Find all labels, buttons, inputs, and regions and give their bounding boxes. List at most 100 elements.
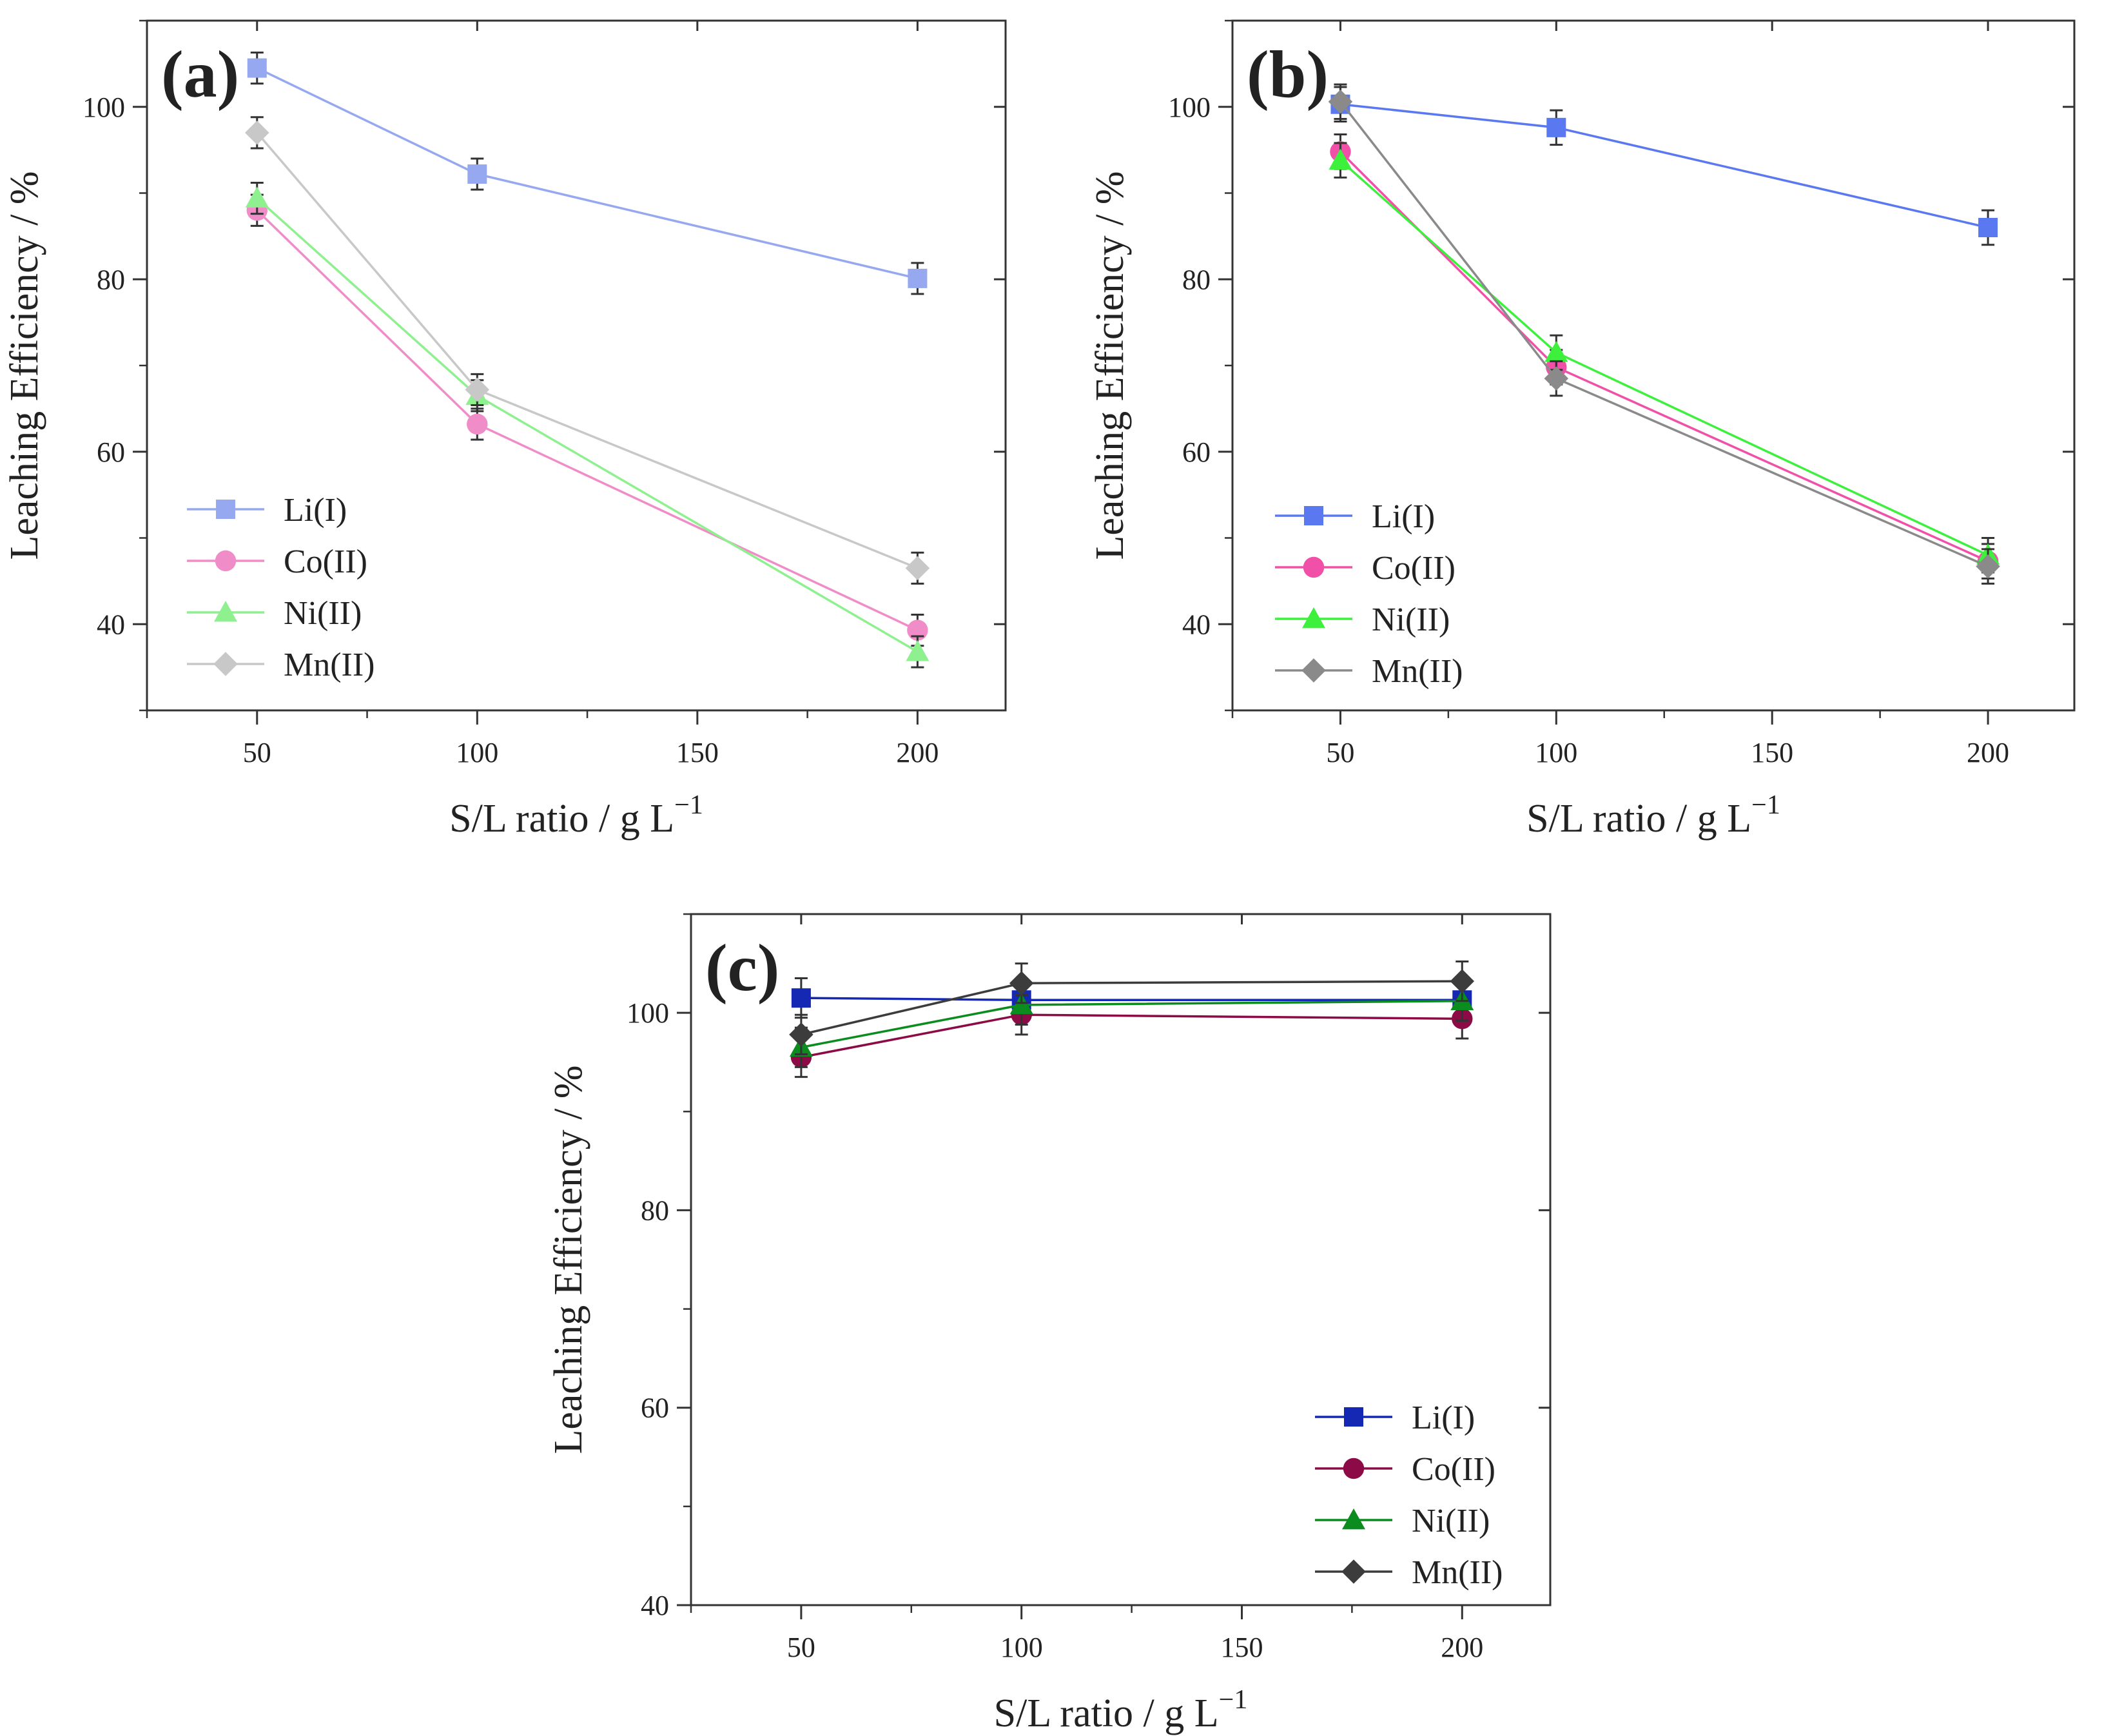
data-point — [1329, 148, 1352, 170]
y-tick-label: 80 — [1182, 264, 1211, 295]
x-tick-label: 100 — [1000, 1632, 1043, 1663]
chart-panel-b: 50 100 150 200 40 60 80 100 S/L ratio / g L−1 Lea… — [1088, 19, 2076, 841]
legend: Li(I) Co(II) Ni(II) Mn(II) — [1315, 1400, 1503, 1591]
series-line — [801, 1000, 1463, 1049]
series-line — [1339, 151, 1989, 563]
x-tick-label: 150 — [676, 737, 719, 768]
legend-label: Co(II) — [1372, 550, 1456, 587]
legend-marker — [1301, 658, 1326, 683]
x-tick-label: 200 — [1441, 1632, 1483, 1663]
legend-marker — [1344, 1407, 1363, 1427]
series-ni-ii — [789, 980, 1474, 1068]
series-line — [801, 980, 1463, 1036]
legend-marker — [213, 652, 238, 676]
series-mn-ii — [245, 116, 930, 585]
x-tick-label: 200 — [1967, 737, 2009, 768]
data-point — [906, 640, 930, 661]
plot-frame — [146, 19, 1007, 712]
series-mn-ii — [789, 961, 1475, 1055]
panel-label: (b) — [1247, 37, 1329, 112]
data-point — [467, 413, 488, 435]
x-axis-label-superscript: −1 — [1219, 1685, 1248, 1715]
chart-panel-c: 50 100 150 200 40 60 80 100 S/L ratio / g L−1 Lea… — [547, 913, 1552, 1735]
legend-marker — [1304, 506, 1323, 525]
y-tick-label: 60 — [641, 1392, 669, 1424]
legend-marker — [215, 550, 237, 572]
x-tick-label: 200 — [896, 737, 939, 768]
legend-marker — [1343, 1458, 1365, 1479]
data-point — [245, 121, 269, 145]
y-tick-label: 40 — [1182, 609, 1211, 640]
data-point — [247, 58, 267, 78]
chart-panel-a: 50 100 150 200 40 60 80 100 S/L ratio / g L−1 Lea… — [3, 19, 1007, 841]
y-tick-label: 60 — [97, 436, 125, 468]
x-tick-label: 50 — [787, 1632, 815, 1663]
x-tick-label: 100 — [456, 737, 498, 768]
x-tick-label: 150 — [1220, 1632, 1263, 1663]
x-tick-label: 100 — [1535, 737, 1577, 768]
legend-marker — [1302, 607, 1325, 629]
y-tick-label: 80 — [97, 264, 125, 295]
data-point — [908, 268, 928, 288]
legend-label: Ni(II) — [1372, 601, 1450, 638]
series-mn-ii — [1328, 83, 2000, 585]
legend-marker — [216, 500, 235, 519]
series-line — [801, 997, 1463, 1001]
legend-label: Li(I) — [1412, 1400, 1475, 1436]
x-axis-label: S/L ratio / g L−1 — [449, 790, 703, 841]
series-line — [1339, 101, 1989, 568]
x-tick-label: 50 — [1326, 737, 1354, 768]
data-point — [791, 988, 811, 1008]
panel-label: (c) — [705, 931, 779, 1005]
legend-marker — [1342, 1508, 1365, 1530]
legend-label: Li(I) — [284, 492, 347, 529]
legend: Li(I) Co(II) Ni(II) Mn(II) — [1275, 498, 1463, 690]
x-axis-label-text: S/L ratio / g L — [449, 797, 674, 841]
data-point — [245, 186, 269, 208]
y-tick-label: 100 — [1168, 92, 1211, 123]
y-axis-label: Leaching Efficiency / % — [547, 1065, 590, 1454]
y-axis-label: Leaching Efficiency / % — [1088, 171, 1132, 560]
data-point — [1978, 218, 1998, 237]
y-tick-label: 80 — [641, 1195, 669, 1226]
data-point — [1544, 366, 1569, 391]
data-point — [467, 164, 487, 184]
legend: Li(I) Co(II) Ni(II) Mn(II) — [187, 492, 375, 683]
series-line — [1340, 102, 1989, 229]
x-axis-label-superscript: −1 — [1751, 790, 1780, 820]
data-point — [465, 377, 490, 402]
x-axis-label-text: S/L ratio / g L — [994, 1692, 1219, 1735]
x-axis-label: S/L ratio / g L−1 — [994, 1685, 1248, 1735]
legend-label: Co(II) — [1412, 1451, 1495, 1488]
y-axis-label: Leaching Efficiency / % — [3, 171, 46, 560]
legend-label: Li(I) — [1372, 498, 1435, 535]
x-axis-label-superscript: −1 — [674, 790, 703, 820]
y-tick-label: 100 — [627, 997, 669, 1029]
legend-label: Mn(II) — [284, 647, 375, 683]
x-tick-label: 50 — [243, 737, 271, 768]
legend-marker — [1341, 1559, 1366, 1584]
legend-label: Ni(II) — [1412, 1503, 1490, 1539]
y-tick-label: 40 — [97, 609, 125, 640]
plot-frame — [690, 913, 1552, 1606]
legend-marker — [1303, 556, 1325, 578]
data-point — [789, 1022, 813, 1047]
series-co-ii — [790, 994, 1473, 1078]
legend-label: Ni(II) — [284, 595, 362, 632]
data-point — [905, 556, 930, 581]
panel-label: (a) — [161, 37, 239, 112]
legend-label: Mn(II) — [1372, 653, 1463, 690]
series-li-i — [1330, 86, 1998, 246]
data-point — [1009, 971, 1034, 995]
x-axis-label: S/L ratio / g L−1 — [1526, 790, 1780, 841]
y-tick-label: 40 — [641, 1590, 669, 1621]
legend-marker — [214, 601, 237, 622]
data-point — [1328, 89, 1353, 114]
y-tick-label: 100 — [83, 92, 125, 123]
series-line — [256, 132, 919, 569]
data-point — [1450, 969, 1475, 993]
x-tick-label: 150 — [1751, 737, 1793, 768]
legend-label: Co(II) — [284, 543, 367, 580]
data-point — [1546, 117, 1566, 137]
